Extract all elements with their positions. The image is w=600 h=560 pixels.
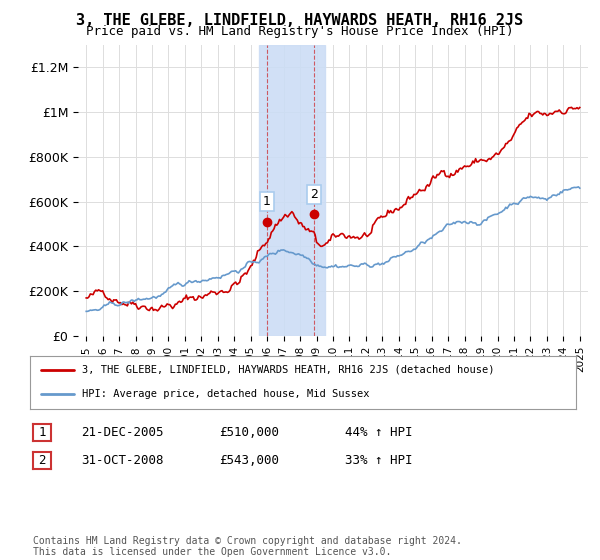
Text: 1: 1 [38, 426, 46, 440]
Text: 44% ↑ HPI: 44% ↑ HPI [345, 426, 413, 440]
Text: £510,000: £510,000 [219, 426, 279, 440]
Text: 3, THE GLEBE, LINDFIELD, HAYWARDS HEATH, RH16 2JS (detached house): 3, THE GLEBE, LINDFIELD, HAYWARDS HEATH,… [82, 365, 494, 375]
Text: 31-OCT-2008: 31-OCT-2008 [81, 454, 163, 468]
Text: 1: 1 [263, 195, 271, 208]
Text: HPI: Average price, detached house, Mid Sussex: HPI: Average price, detached house, Mid … [82, 389, 370, 399]
Text: 2: 2 [38, 454, 46, 468]
Text: Price paid vs. HM Land Registry's House Price Index (HPI): Price paid vs. HM Land Registry's House … [86, 25, 514, 38]
Text: 3, THE GLEBE, LINDFIELD, HAYWARDS HEATH, RH16 2JS: 3, THE GLEBE, LINDFIELD, HAYWARDS HEATH,… [76, 13, 524, 28]
Text: Contains HM Land Registry data © Crown copyright and database right 2024.
This d: Contains HM Land Registry data © Crown c… [33, 535, 462, 557]
Text: 33% ↑ HPI: 33% ↑ HPI [345, 454, 413, 468]
Text: £543,000: £543,000 [219, 454, 279, 468]
Text: 2: 2 [310, 188, 317, 201]
Bar [259, 45, 325, 336]
Text: 21-DEC-2005: 21-DEC-2005 [81, 426, 163, 440]
